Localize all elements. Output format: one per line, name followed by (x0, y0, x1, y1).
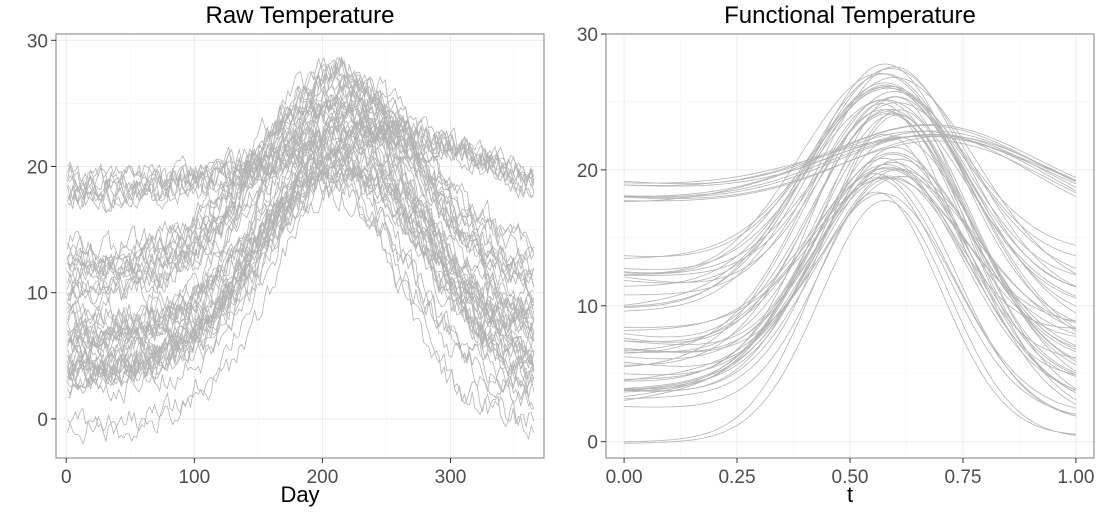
functional-temperature-series-line-41 (624, 168, 1077, 330)
raw-temperature-y-tick-label: 10 (27, 284, 48, 305)
functional-temperature-y-tick-label: 0 (587, 433, 598, 454)
functional-temperature-series-line-32 (624, 133, 1076, 389)
functional-temperature-series-line-33 (624, 96, 1077, 374)
functional-temperature-panel: Functional Temperature 0.00 0.25 0.50 0.75 1… (577, 2, 1095, 507)
functional-temperature-y-tick-label: 30 (577, 25, 598, 46)
functional-temperature-series-line-55 (624, 192, 1077, 417)
functional-temperature-series-line-25 (624, 91, 1077, 277)
raw-temperature-series-line-22 (67, 69, 535, 277)
raw-temperature-x-tick-label: 100 (178, 467, 210, 488)
functional-temperature-x-axis-label: t (847, 482, 853, 507)
raw-temperature-series-line-52 (67, 164, 535, 404)
functional-temperature-x-tick-label: 0.50 (832, 467, 869, 488)
functional-temperature-series-line-9 (624, 135, 1077, 184)
functional-temperature-series-line-7 (624, 124, 1077, 186)
raw-temperature-x-tick-label: 0 (61, 467, 72, 488)
functional-temperature-series-line-54 (624, 173, 1077, 409)
functional-temperature-series-line-8 (624, 135, 1077, 202)
functional-temperature-series-line-17 (624, 67, 1077, 307)
raw-temperature-series-line-33 (67, 85, 534, 369)
functional-temperature-series-line-19 (624, 85, 1077, 306)
functional-temperature-x-tick-label: 0.25 (719, 467, 756, 488)
functional-temperature-series-line-22 (624, 76, 1077, 275)
raw-temperature-series-line-51 (67, 98, 535, 386)
functional-temperature-series-line-4 (624, 125, 1077, 197)
functional-temperature-series-line-57 (624, 199, 1076, 444)
raw-temperature-y-tick-label: 0 (37, 410, 48, 431)
raw-temperature-x-tick-label: 200 (307, 467, 339, 488)
functional-temperature-series-line-49 (624, 109, 1077, 368)
raw-temperature-x-axis-label: Day (280, 482, 319, 507)
raw-temperature-y-tick-label: 30 (27, 31, 48, 52)
raw-temperature-series-line-55 (67, 178, 534, 410)
functional-temperature-series-line-52 (624, 177, 1077, 417)
raw-temperature-series-line-57 (67, 181, 535, 445)
functional-temperature-series-line-46 (624, 157, 1076, 401)
raw-temperature-series-line-25 (67, 89, 535, 281)
functional-temperature-series-line-48 (624, 146, 1077, 405)
functional-temperature-series-line-20 (624, 73, 1077, 329)
raw-temperature-series-line-19 (67, 70, 535, 299)
raw-temperature-series-line-23 (67, 56, 535, 313)
raw-temperature-series-line-18 (67, 58, 535, 296)
raw-temperature-series-line-46 (67, 141, 535, 391)
raw-temperature-series-line-41 (67, 155, 535, 326)
functional-temperature-series-line-5 (624, 130, 1077, 198)
functional-temperature-series-line-23 (624, 63, 1077, 322)
functional-temperature-series-line-21 (624, 84, 1077, 312)
raw-temperature-curves (67, 56, 535, 445)
functional-temperature-series-line-31 (624, 166, 1077, 391)
functional-temperature-series-line-39 (624, 158, 1077, 391)
functional-temperature-x-tick-label: 0.75 (944, 467, 981, 488)
functional-temperature-series-line-24 (624, 82, 1077, 288)
raw-temperature-x-tick-label: 300 (435, 467, 467, 488)
raw-temperature-series-line-47 (67, 82, 535, 348)
raw-temperature-title: Raw Temperature (206, 2, 395, 29)
functional-temperature-series-line-34 (624, 153, 1077, 394)
raw-temperature-series-line-49 (67, 100, 535, 364)
functional-temperature-x-tick-label: 0.00 (606, 467, 643, 488)
functional-temperature-title: Functional Temperature (724, 2, 976, 29)
raw-temperature-ticks: 0 100 200 300 0 10 20 30 (27, 31, 466, 488)
raw-temperature-series-line-20 (67, 56, 534, 320)
functional-temperature-series-line-10 (624, 134, 1077, 197)
raw-temperature-series-line-24 (67, 75, 535, 284)
functional-temperature-series-line-11 (624, 99, 1077, 297)
functional-temperature-x-tick-label: 1.00 (1057, 467, 1094, 488)
raw-temperature-series-line-36 (67, 100, 535, 370)
functional-temperature-series-line-13 (624, 102, 1077, 275)
functional-temperature-ticks: 0.00 0.25 0.50 0.75 1.00 0 10 20 30 (577, 25, 1095, 488)
functional-temperature-y-tick-label: 10 (577, 297, 598, 318)
functional-temperature-curves (624, 63, 1077, 444)
functional-temperature-series-line-51 (624, 111, 1077, 401)
raw-temperature-plot-border (55, 33, 545, 459)
raw-temperature-y-tick-label: 20 (27, 158, 48, 179)
functional-temperature-y-tick-label: 20 (577, 161, 598, 182)
functional-temperature-series-line-56 (624, 191, 1076, 443)
raw-temperature-series-line-10 (67, 116, 535, 210)
functional-temperature-series-line-16 (624, 86, 1077, 314)
raw-temperature-series-line-56 (67, 164, 535, 435)
raw-temperature-series-line-54 (67, 166, 535, 394)
raw-temperature-series-line-8 (67, 126, 535, 211)
raw-temperature-series-line-50 (67, 100, 534, 360)
